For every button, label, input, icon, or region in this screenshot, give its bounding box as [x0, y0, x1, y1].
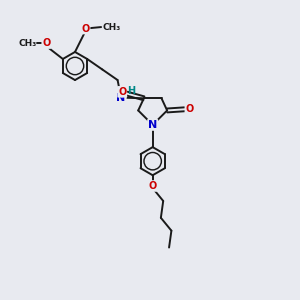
Text: CH₃: CH₃ — [19, 39, 37, 48]
Text: O: O — [42, 38, 50, 48]
Text: O: O — [118, 87, 126, 97]
Text: N: N — [148, 120, 157, 130]
Text: O: O — [185, 104, 194, 114]
Text: H: H — [127, 86, 135, 96]
Text: O: O — [148, 181, 157, 191]
Text: CH₃: CH₃ — [103, 22, 121, 32]
Text: O: O — [81, 24, 90, 34]
Text: N: N — [116, 93, 126, 103]
